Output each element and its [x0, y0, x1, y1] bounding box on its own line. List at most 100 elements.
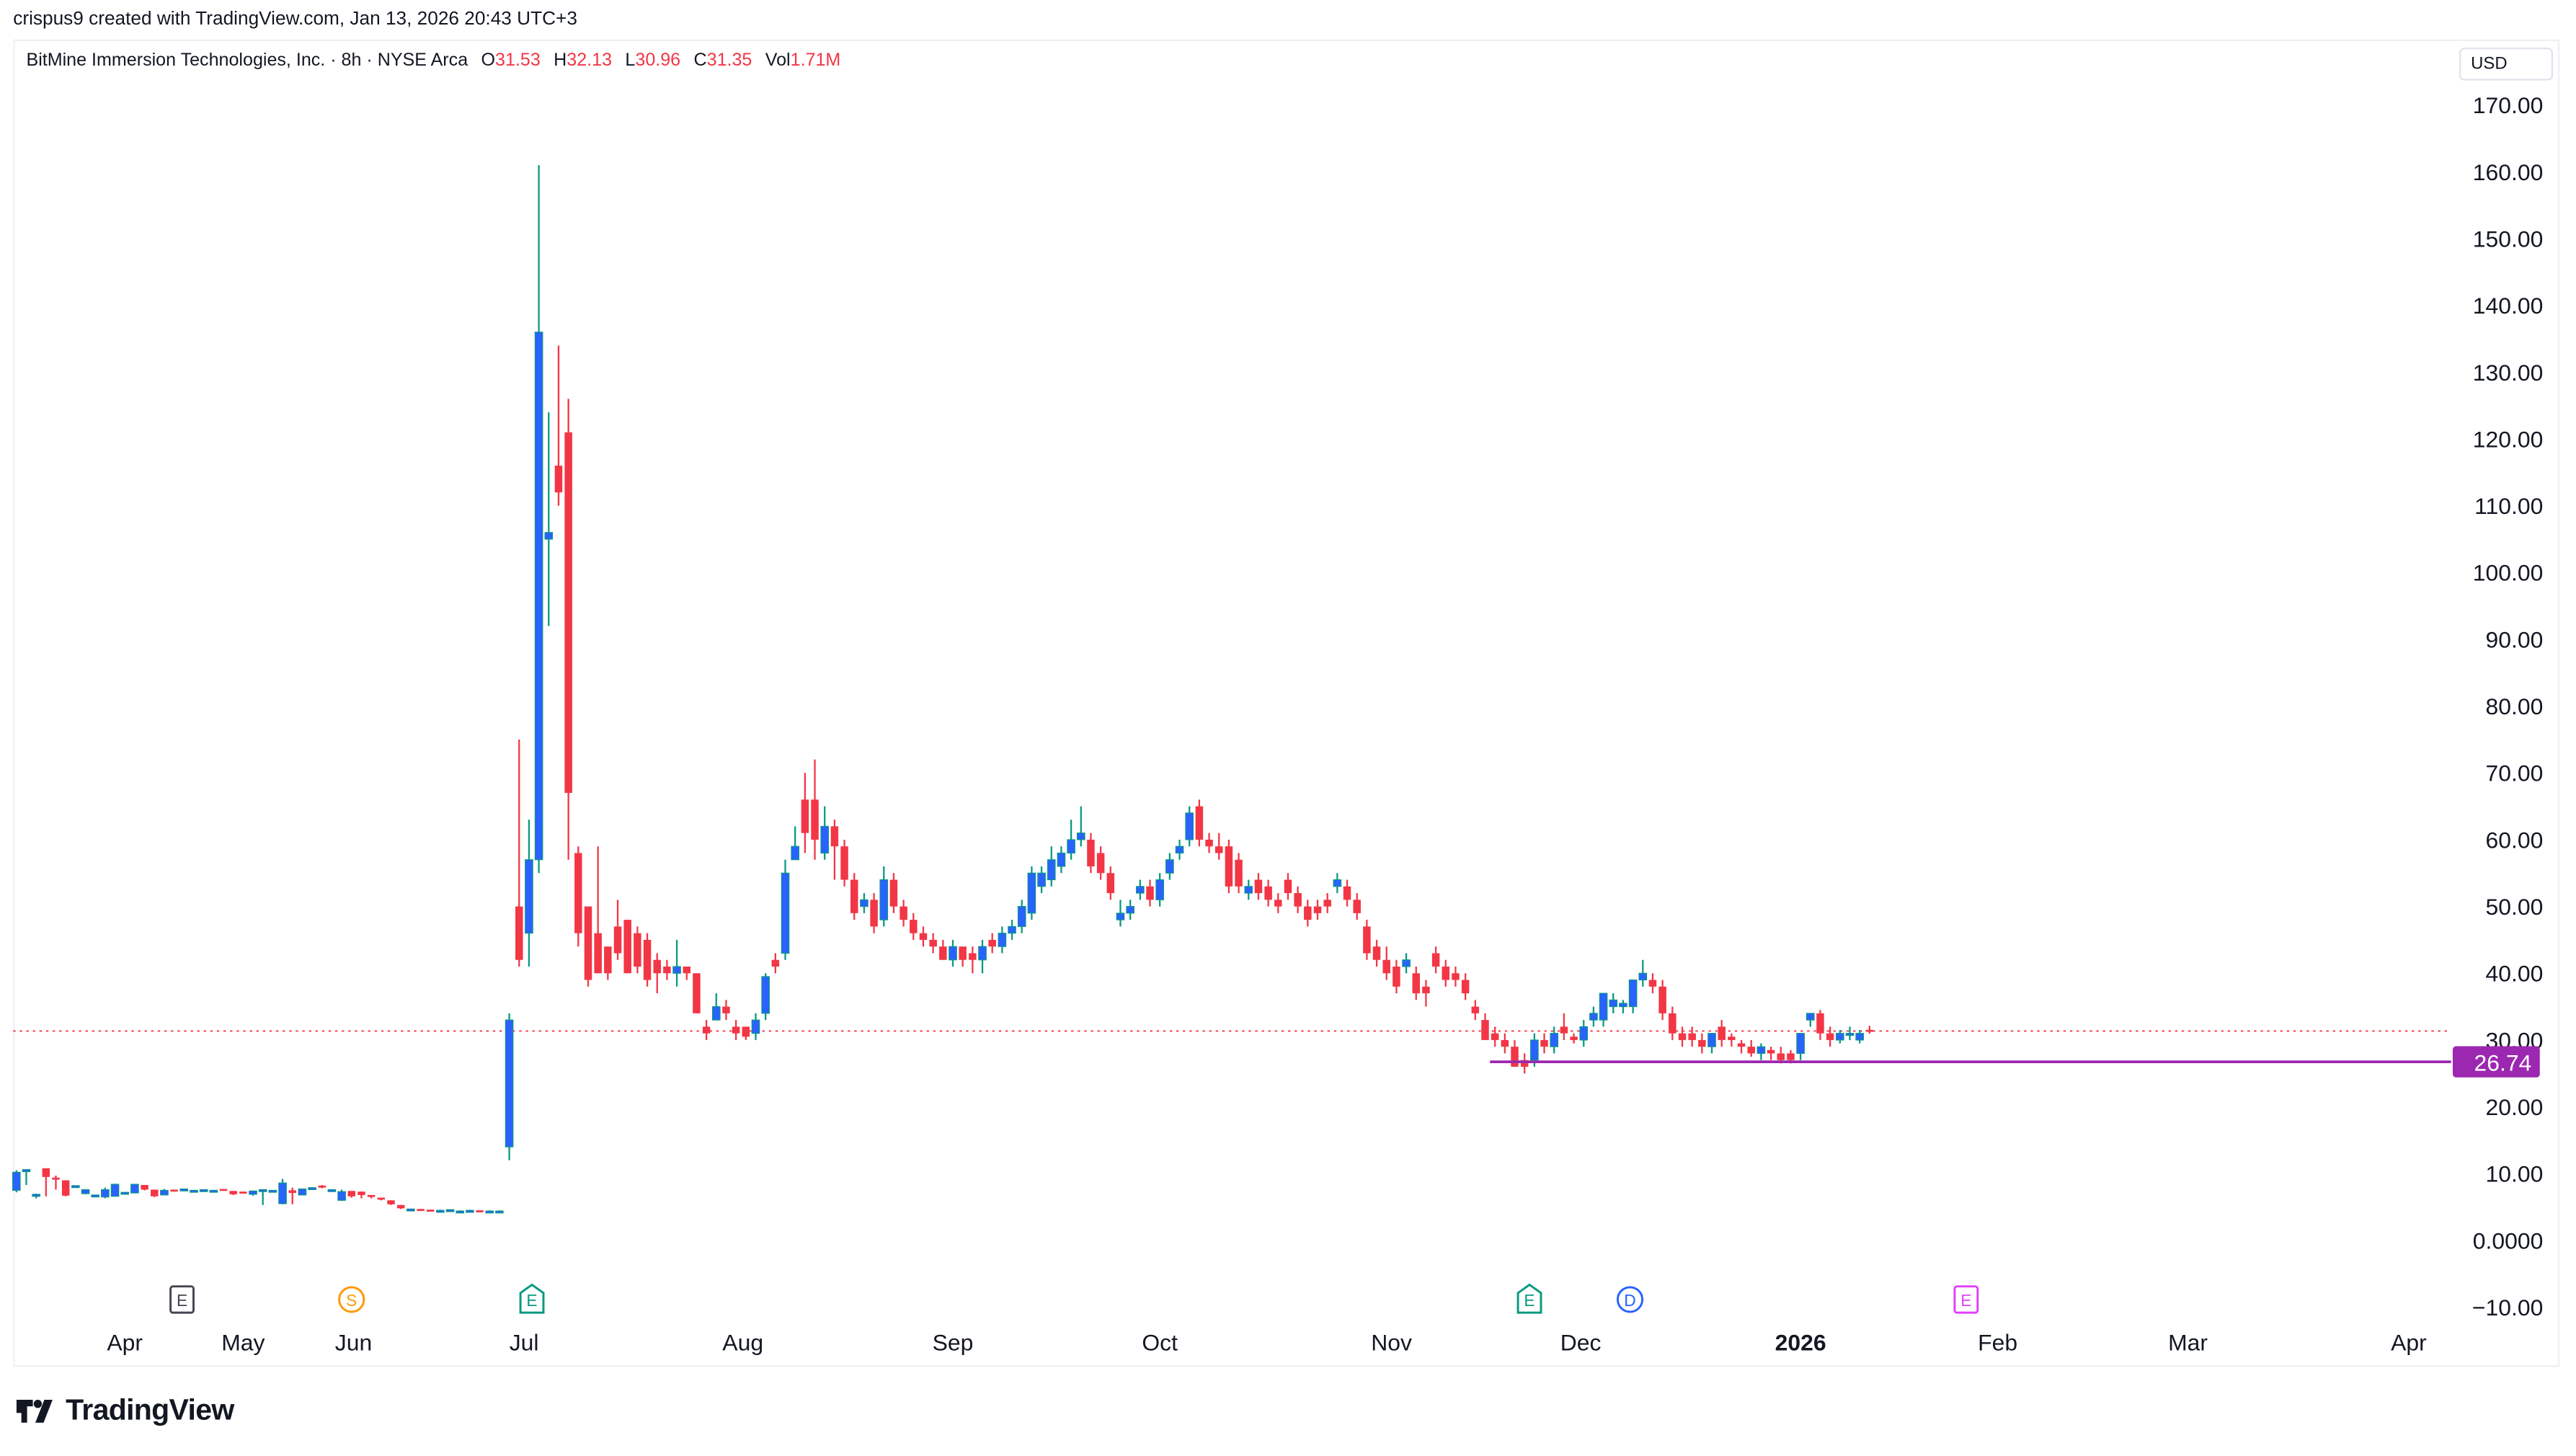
- candle-body: [939, 946, 947, 960]
- candle-body: [249, 1190, 257, 1195]
- candle-body: [1313, 906, 1322, 913]
- candle-body: [900, 906, 907, 920]
- candle-body: [417, 1209, 425, 1212]
- candle-body: [653, 959, 661, 974]
- candle-body: [298, 1188, 307, 1196]
- event-letter: E: [1960, 1291, 1971, 1310]
- candle-body: [1057, 852, 1066, 867]
- candle-body: [436, 1209, 445, 1213]
- candle-body: [1214, 846, 1223, 853]
- candle-body: [1431, 953, 1440, 967]
- earnings-event-icon[interactable]: [1516, 1283, 1542, 1314]
- time-axis-label: Dec: [1560, 1330, 1602, 1356]
- level-price-label: 26.74: [2474, 1050, 2532, 1076]
- high-label: H: [554, 50, 567, 71]
- candle-body: [258, 1189, 267, 1192]
- candle-body: [1116, 913, 1125, 920]
- candle-body: [1658, 986, 1666, 1013]
- candle-body: [1146, 886, 1154, 900]
- time-axis-label: Feb: [1978, 1330, 2017, 1356]
- candle-body: [811, 799, 819, 840]
- tradingview-logo[interactable]: TradingView: [16, 1393, 234, 1428]
- chart-pane[interactable]: [13, 39, 2560, 1367]
- candle-body: [1756, 1046, 1766, 1055]
- candle-body: [141, 1184, 148, 1190]
- candle-body: [1698, 1039, 1706, 1047]
- earnings-upcoming-event-icon[interactable]: [1953, 1285, 1979, 1314]
- candle-body: [998, 933, 1007, 947]
- candle-body: [1855, 1033, 1864, 1041]
- candle-body: [1185, 812, 1194, 840]
- event-letter: E: [526, 1291, 537, 1310]
- candle-body: [61, 1180, 70, 1196]
- candle-body: [1008, 925, 1016, 934]
- candle-body: [1550, 1033, 1559, 1047]
- candle-body: [1106, 873, 1115, 894]
- candle-body: [643, 939, 652, 980]
- candle-body: [445, 1209, 455, 1212]
- candle-body: [1047, 859, 1056, 881]
- candle-body: [367, 1194, 376, 1197]
- price-axis-label: 0.0000: [2473, 1228, 2544, 1253]
- low-label: L: [625, 50, 636, 71]
- currency-button[interactable]: USD: [2459, 48, 2554, 81]
- candle-body: [959, 946, 967, 960]
- candle-body: [1747, 1047, 1755, 1054]
- candle-body: [151, 1189, 159, 1197]
- time-axis-label: Jul: [510, 1330, 539, 1356]
- candle-body: [1648, 980, 1657, 987]
- candle-body: [1638, 972, 1648, 981]
- candle-body: [1707, 1033, 1716, 1047]
- time-axis-label: Sep: [933, 1330, 974, 1356]
- candle-body: [1845, 1033, 1855, 1036]
- candle-body: [1264, 886, 1272, 900]
- candle-body: [485, 1210, 494, 1214]
- candle-body: [110, 1184, 120, 1197]
- earnings-past-event-icon[interactable]: [169, 1285, 195, 1314]
- dividend-event-icon[interactable]: [1616, 1286, 1644, 1313]
- candle-body: [1540, 1039, 1548, 1047]
- candle-body: [1076, 833, 1085, 840]
- candle-body: [1372, 946, 1381, 960]
- candle-body: [505, 1019, 514, 1148]
- candle-body: [476, 1210, 484, 1212]
- candle-body: [1718, 1026, 1726, 1040]
- candle-body: [850, 879, 858, 913]
- candle-body: [929, 939, 937, 947]
- candle-body: [1235, 859, 1243, 887]
- candle-body: [623, 920, 631, 974]
- candle-body: [1195, 806, 1204, 840]
- candle-body: [1126, 906, 1134, 914]
- candle-body: [830, 826, 839, 847]
- split-event-icon[interactable]: [338, 1286, 365, 1313]
- candle-body: [190, 1189, 198, 1193]
- candle-body: [1452, 973, 1460, 980]
- candle-body: [693, 973, 701, 1013]
- candle-body: [683, 966, 690, 974]
- time-axis-label: Mar: [2168, 1330, 2208, 1356]
- candle-body: [1294, 893, 1302, 907]
- candle-body: [1412, 973, 1420, 994]
- candle-body: [1481, 1020, 1489, 1040]
- candle-body: [988, 939, 996, 947]
- candle-body: [1225, 846, 1233, 887]
- candle-body: [1284, 879, 1292, 894]
- candle-body: [1579, 1026, 1589, 1041]
- candle-body: [1136, 886, 1145, 894]
- candle-body: [663, 966, 671, 974]
- candle-body: [278, 1182, 287, 1204]
- price-axis-label: 170.00: [2473, 92, 2544, 118]
- candle-body: [1678, 1033, 1687, 1040]
- time-axis-label: Oct: [1142, 1330, 1178, 1356]
- candle-body: [466, 1209, 474, 1213]
- earnings-event-icon[interactable]: [519, 1283, 545, 1314]
- price-axis-label: 70.00: [2486, 760, 2544, 786]
- candle-body: [91, 1194, 100, 1198]
- candle-body: [1609, 999, 1618, 1008]
- candle-body: [42, 1168, 50, 1177]
- candle-body: [879, 879, 889, 920]
- price-axis-label: −10.00: [2472, 1295, 2543, 1320]
- candle-body: [219, 1189, 228, 1191]
